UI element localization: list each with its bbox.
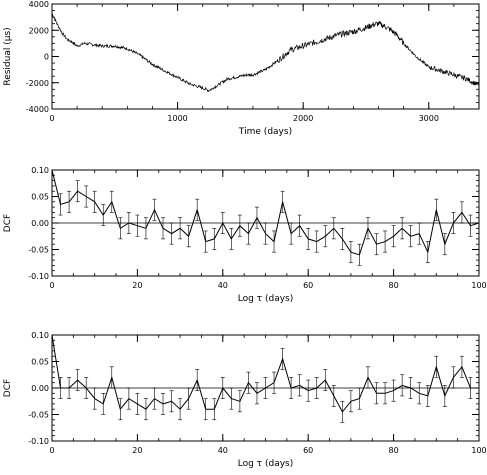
x-tick-label: 20 [132, 446, 142, 455]
dcf-line [52, 335, 479, 413]
x-tick-label: 1000 [167, 114, 187, 123]
series-group [52, 170, 479, 266]
series-group [52, 335, 479, 423]
plot-frame [51, 3, 480, 110]
y-axis-label: DCF [3, 214, 13, 232]
x-tick-label: 40 [218, 446, 228, 455]
x-tick-label: 20 [132, 281, 142, 290]
x-tick-label: 60 [303, 281, 313, 290]
dcf-panel-top: 0 20 40 60 80 100 -0.10 -0.05 0.00 0.05 0.10 Log τ … [3, 166, 487, 304]
y-tick-label: -2000 [26, 79, 49, 88]
y-tick-label: 0.10 [31, 331, 49, 340]
x-tick-label: 40 [218, 281, 228, 290]
y-tick-label: 0.10 [31, 166, 49, 175]
y-tick-label: 0 [44, 53, 49, 62]
y-tick-label: -0.10 [28, 272, 49, 281]
y-tick-label: 0.05 [31, 193, 49, 202]
y-tick-label: 0.05 [31, 358, 49, 367]
residual-panel: 0 1000 2000 3000 -4000 -2000 0 2000 4000 Time (da… [3, 0, 480, 137]
x-tick-label: 3000 [419, 114, 439, 123]
x-tick-label: 100 [471, 446, 486, 455]
y-tick-label: 4000 [29, 0, 49, 9]
dcf-panel-bottom: 0 20 40 60 80 100 -0.10 -0.05 0.00 0.05 0.10 Log τ … [3, 331, 487, 469]
y-tick-label: 0.00 [31, 384, 49, 393]
residual-trace [52, 13, 479, 93]
x-tick-label: 100 [471, 281, 486, 290]
x-axis-label: Time (days) [238, 127, 292, 137]
y-axis-label: DCF [3, 379, 13, 397]
y-tick-label: -4000 [26, 105, 49, 114]
x-axis-label: Log τ (days) [238, 294, 293, 304]
y-tick-label: 2000 [29, 26, 49, 35]
y-tick-label: -0.10 [28, 437, 49, 446]
x-tick-label: 0 [49, 281, 54, 290]
x-tick-label: 0 [49, 114, 54, 123]
series-group [52, 13, 479, 93]
x-axis-label: Log τ (days) [238, 459, 293, 469]
x-tick-label: 2000 [293, 114, 313, 123]
x-tick-label: 80 [389, 446, 399, 455]
x-tick-label: 60 [303, 446, 313, 455]
y-axis-label: Residual (μs) [3, 27, 13, 85]
y-tick-label: -0.05 [28, 246, 49, 255]
x-tick-label: 80 [389, 281, 399, 290]
x-tick-label: 0 [49, 446, 54, 455]
y-tick-label: 0.00 [31, 219, 49, 228]
y-tick-label: -0.05 [28, 411, 49, 420]
